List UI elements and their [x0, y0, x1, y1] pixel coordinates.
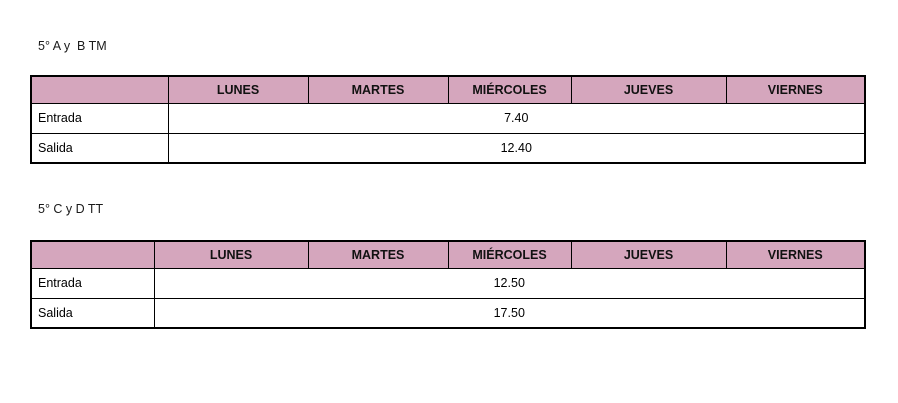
- column-header-viernes: VIERNES: [725, 240, 866, 269]
- column-header-martes: MARTES: [307, 75, 449, 104]
- row-label-entrada: Entrada: [30, 267, 155, 299]
- entrada-time-cell: 12.50: [153, 267, 866, 299]
- row-label-entrada: Entrada: [30, 102, 169, 134]
- salida-time-cell: 17.50: [153, 297, 866, 329]
- row-label-salida: Salida: [30, 132, 169, 164]
- corner-cell: [30, 240, 155, 269]
- header-row: LUNES MARTES MIÉRCOLES JUEVES VIERNES: [30, 75, 866, 104]
- column-header-lunes: LUNES: [153, 240, 309, 269]
- table-row-entrada: Entrada 7.40: [30, 102, 866, 134]
- row-label-salida: Salida: [30, 297, 155, 329]
- column-header-jueves: JUEVES: [570, 240, 727, 269]
- entrada-time-cell: 7.40: [167, 102, 866, 134]
- column-header-miercoles: MIÉRCOLES: [447, 240, 572, 269]
- schedule-title-afternoon: 5° C y D TT: [38, 202, 104, 216]
- corner-cell: [30, 75, 169, 104]
- column-header-viernes: VIERNES: [725, 75, 866, 104]
- column-header-lunes: LUNES: [167, 75, 309, 104]
- column-header-martes: MARTES: [307, 240, 449, 269]
- salida-time-cell: 12.40: [167, 132, 866, 164]
- table-row-salida: Salida 17.50: [30, 297, 866, 329]
- table-row-salida: Salida 12.40: [30, 132, 866, 164]
- table-row-entrada: Entrada 12.50: [30, 267, 866, 299]
- column-header-miercoles: MIÉRCOLES: [447, 75, 572, 104]
- header-row: LUNES MARTES MIÉRCOLES JUEVES VIERNES: [30, 240, 866, 269]
- schedule-table-morning: LUNES MARTES MIÉRCOLES JUEVES VIERNES En…: [30, 75, 866, 164]
- schedule-table-afternoon: LUNES MARTES MIÉRCOLES JUEVES VIERNES En…: [30, 240, 866, 329]
- schedule-title-morning: 5° A y B TM: [38, 39, 107, 53]
- column-header-jueves: JUEVES: [570, 75, 727, 104]
